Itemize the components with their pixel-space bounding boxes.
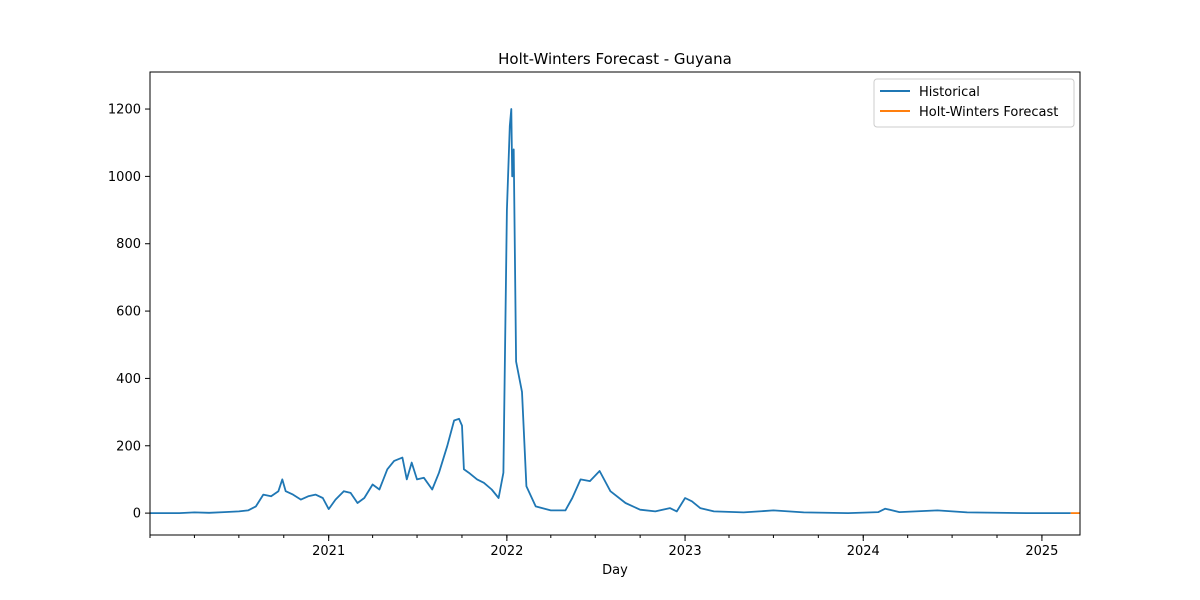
legend: Historical Holt-Winters Forecast bbox=[873, 78, 1075, 128]
y-tick-label: 0 bbox=[133, 507, 141, 522]
y-tick-label: 200 bbox=[116, 439, 141, 454]
y-axis: 0 200 400 600 800 1000 1200 bbox=[108, 103, 150, 522]
x-tick-label: 2023 bbox=[669, 544, 702, 559]
x-tick-label: 2022 bbox=[490, 544, 523, 559]
legend-frame bbox=[873, 78, 1075, 128]
plot-lines bbox=[150, 108, 1080, 514]
x-axis: 2021 2022 2023 2024 2025 bbox=[149, 535, 1058, 559]
legend-label-forecast: Holt-Winters Forecast bbox=[919, 105, 1058, 120]
chart-title: Holt-Winters Forecast - Guyana bbox=[498, 50, 732, 68]
y-tick-label: 800 bbox=[116, 237, 141, 252]
y-tick-label: 1000 bbox=[108, 170, 141, 185]
x-tick-label: 2021 bbox=[312, 544, 345, 559]
y-tick-label: 1200 bbox=[108, 103, 141, 118]
x-axis-title: Day bbox=[602, 563, 628, 578]
y-tick-label: 400 bbox=[116, 372, 141, 387]
plot-frame bbox=[149, 71, 1081, 536]
legend-label-historical: Historical bbox=[919, 85, 980, 100]
series-line-historical bbox=[150, 108, 1071, 514]
x-tick-label: 2024 bbox=[847, 544, 880, 559]
y-tick-label: 600 bbox=[116, 305, 141, 320]
x-tick-label: 2025 bbox=[1025, 544, 1058, 559]
